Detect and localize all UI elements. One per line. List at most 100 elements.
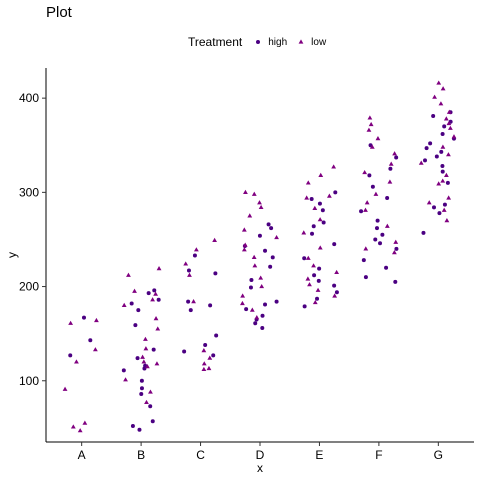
point-high [302, 304, 307, 309]
point-low [373, 191, 379, 196]
point-high [373, 237, 378, 242]
point-low [150, 297, 155, 302]
point-low [391, 250, 397, 255]
x-tick-label: A [78, 448, 86, 462]
y-tick-label: 100 [19, 374, 39, 388]
point-high [310, 231, 315, 236]
point-high [437, 211, 442, 216]
point-low [426, 200, 432, 205]
point-low [418, 160, 424, 165]
point-high [263, 248, 268, 253]
point-low [193, 247, 199, 252]
point-high [192, 253, 197, 258]
point-low [154, 361, 160, 366]
point-high [203, 342, 208, 347]
point-low [187, 272, 192, 277]
point-high [423, 158, 428, 163]
point-high [442, 202, 447, 207]
point-high [363, 275, 368, 280]
point-low [212, 237, 218, 242]
y-tick-label: 200 [19, 280, 39, 294]
x-tick-label: F [375, 448, 382, 462]
point-low [242, 242, 248, 247]
point-high [186, 268, 191, 273]
point-low [123, 377, 128, 382]
point-low [311, 263, 316, 268]
point-high [129, 301, 134, 306]
point-high [317, 266, 322, 271]
point-low [82, 420, 88, 425]
x-tick-label: E [315, 448, 323, 462]
point-high [440, 169, 445, 174]
point-low [363, 207, 368, 212]
point-low [143, 346, 149, 351]
point-high [388, 166, 393, 171]
point-low [451, 134, 457, 139]
point-low [156, 266, 162, 271]
x-tick-label: G [434, 448, 443, 462]
point-low [440, 178, 446, 183]
y-tick-label: 300 [19, 185, 39, 199]
y-tick-label: 400 [19, 91, 39, 105]
x-axis-title: x [257, 461, 263, 475]
point-low [251, 254, 257, 259]
point-high [393, 279, 398, 284]
point-low [318, 172, 324, 177]
point-low [254, 315, 260, 320]
point-high [156, 297, 161, 302]
point-high [274, 299, 279, 304]
point-low [388, 161, 394, 166]
point-high [139, 386, 144, 391]
point-low [241, 247, 247, 252]
point-low [312, 299, 318, 305]
point-high [440, 131, 445, 136]
point-low [305, 276, 311, 281]
point-high [302, 256, 307, 261]
legend-title: Treatment [188, 35, 243, 49]
point-low [153, 291, 159, 296]
x-tick-label: B [137, 448, 145, 462]
point-high [394, 246, 399, 251]
point-high [268, 264, 273, 269]
point-low [94, 317, 99, 323]
point-low [443, 116, 449, 121]
point-low [384, 223, 390, 228]
legend-item-low: low [295, 36, 326, 48]
point-low [446, 152, 451, 157]
point-low [441, 207, 447, 212]
point-high [188, 308, 193, 313]
point-low [362, 169, 368, 175]
point-high [315, 296, 320, 301]
point-low [77, 428, 83, 433]
point-high [385, 196, 390, 201]
point-low [312, 205, 318, 210]
point-low [143, 336, 148, 341]
point-high [248, 285, 253, 290]
point-high [88, 338, 93, 343]
point-low [274, 234, 279, 240]
point-low [183, 261, 189, 266]
points-layer [62, 80, 457, 433]
point-high [269, 226, 274, 231]
point-low [301, 230, 307, 235]
point-high [136, 308, 141, 313]
point-high [249, 277, 254, 282]
point-high [151, 347, 156, 352]
point-low [132, 288, 137, 293]
point-high [253, 321, 258, 326]
point-high [146, 291, 151, 296]
point-high [260, 326, 265, 331]
point-high [428, 141, 433, 146]
point-low [315, 287, 321, 292]
point-low [307, 282, 312, 287]
point-low [140, 354, 146, 359]
point-low [201, 361, 207, 366]
point-high [380, 232, 385, 237]
point-low [121, 302, 127, 308]
legend-label-low: low [311, 36, 327, 48]
point-low [446, 195, 452, 200]
point-low [440, 86, 446, 91]
point-low [252, 263, 258, 268]
point-low [368, 121, 374, 127]
